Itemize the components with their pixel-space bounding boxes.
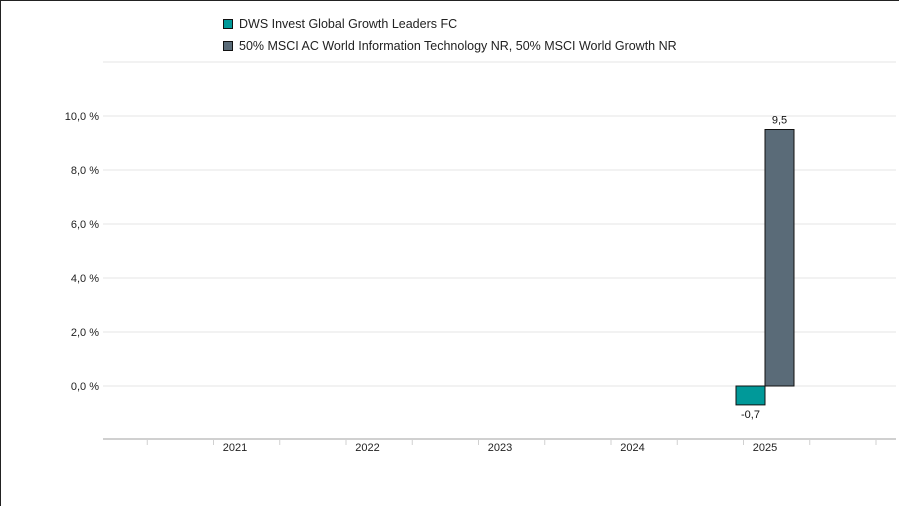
x-tick-label: 2021	[223, 442, 247, 454]
y-tick-label: 4,0 %	[71, 273, 99, 285]
bar-benchmark-2025[interactable]	[764, 129, 795, 387]
legend-item-benchmark[interactable]: 50% MSCI AC World Information Technology…	[223, 35, 677, 57]
bar-fund-2025[interactable]	[735, 385, 766, 406]
x-tick-label: 2025	[753, 442, 777, 454]
legend-swatch-benchmark	[223, 41, 233, 51]
y-tick-label: 0,0 %	[71, 381, 99, 393]
legend-label-fund: DWS Invest Global Growth Leaders FC	[239, 17, 458, 31]
x-tick-label: 2024	[620, 442, 644, 454]
legend: DWS Invest Global Growth Leaders FC 50% …	[223, 13, 677, 57]
legend-swatch-fund	[223, 19, 233, 29]
legend-item-fund[interactable]: DWS Invest Global Growth Leaders FC	[223, 13, 677, 35]
y-tick-label: 2,0 %	[71, 327, 99, 339]
x-tick-label: 2023	[488, 442, 512, 454]
data-label-fund: -0,7	[741, 409, 760, 421]
x-tick-label: 2022	[355, 442, 379, 454]
data-label-benchmark: 9,5	[772, 115, 787, 127]
y-tick-label: 6,0 %	[71, 219, 99, 231]
legend-label-benchmark: 50% MSCI AC World Information Technology…	[239, 39, 677, 53]
y-tick-label: 10,0 %	[65, 111, 99, 123]
y-tick-label: 8,0 %	[71, 165, 99, 177]
